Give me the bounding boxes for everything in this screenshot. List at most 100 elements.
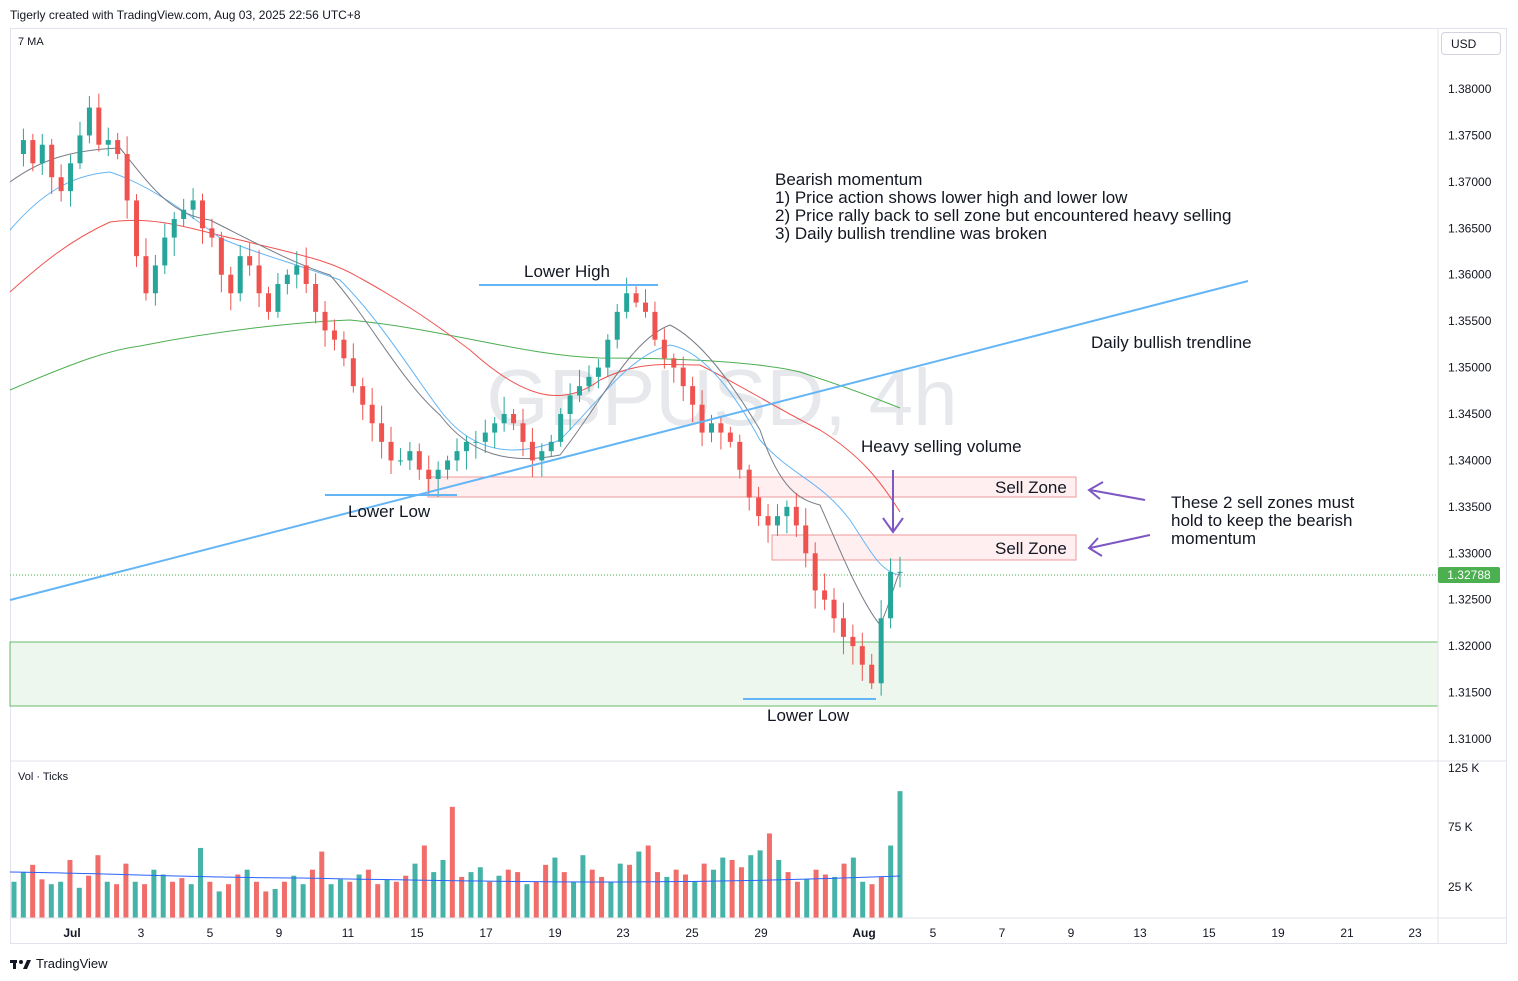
candle-body: [397, 460, 403, 462]
price-tick-label: 1.38000: [1448, 82, 1492, 96]
candle-body: [897, 571, 903, 573]
sell-zones-note-line-2: hold to keep the bearish: [1171, 511, 1353, 530]
sell-zone-label-1: Sell Zone: [995, 478, 1067, 497]
time-tick-label: 15: [410, 926, 424, 940]
candle-body: [426, 469, 432, 479]
lower-low-label-1: Lower Low: [348, 502, 431, 521]
volume-bar: [188, 884, 194, 918]
volume-bar: [776, 860, 782, 918]
volume-bar: [20, 872, 26, 918]
volume-bar: [253, 881, 259, 918]
volume-bar: [226, 884, 232, 918]
time-tick-label: 13: [1133, 926, 1147, 940]
volume-bar: [748, 855, 754, 918]
volume-bar: [682, 874, 688, 918]
candle-body: [331, 330, 337, 340]
candle-body: [803, 525, 809, 554]
candle-body: [680, 367, 686, 387]
candle-body: [379, 423, 385, 442]
time-tick-label: 29: [754, 926, 768, 940]
volume-bar: [11, 881, 17, 918]
volume-bar: [589, 869, 595, 918]
volume-bar: [701, 863, 707, 918]
candle-body: [322, 311, 328, 331]
volume-bar: [487, 881, 493, 918]
candle-body: [105, 140, 111, 145]
candle-body: [878, 618, 884, 684]
price-tick-label: 1.35000: [1448, 361, 1492, 375]
tradingview-footer[interactable]: TradingView: [10, 956, 108, 971]
volume-bar: [571, 881, 577, 918]
bearish-note-title: Bearish momentum: [775, 170, 923, 189]
volume-bar: [860, 881, 866, 918]
volume-bar: [235, 874, 241, 918]
price-tick-label: 1.36500: [1448, 221, 1492, 235]
bearish-momentum-note: Bearish momentum 1) Price action shows l…: [775, 171, 1231, 243]
volume-bar: [459, 876, 465, 918]
candle-body: [548, 441, 554, 452]
sell-zone-lower[interactable]: [771, 534, 1077, 561]
candle-body: [228, 274, 234, 294]
candle-body: [605, 339, 611, 368]
volume-bar: [356, 874, 362, 918]
price-tick-label: 1.34000: [1448, 453, 1492, 467]
price-tick-label: 1.31500: [1448, 686, 1492, 700]
support-zone: [9, 641, 1439, 707]
price-tick-label: 1.36000: [1448, 268, 1492, 282]
volume-bar: [580, 855, 586, 918]
candle-body: [624, 293, 630, 312]
volume-bar: [692, 881, 698, 918]
sell-zones-note-line-3: momentum: [1171, 529, 1257, 548]
candle-body: [124, 154, 130, 201]
volume-bar: [804, 879, 810, 918]
volume-bar: [617, 863, 623, 918]
candle-body: [237, 256, 243, 294]
price-axis[interactable]: 1.38000 1.37500 1.37000 1.36500 1.36000 1.355…: [1448, 82, 1492, 746]
volume-bar: [39, 879, 45, 918]
volume-bar: [123, 863, 129, 918]
candle-body: [784, 506, 790, 517]
sell-zones-note-line-1: These 2 sell zones must: [1171, 493, 1355, 512]
ma20-line: [9, 171, 901, 576]
candle-body: [812, 553, 818, 591]
volume-indicator-label[interactable]: Vol · Ticks: [18, 771, 69, 783]
candle-body: [831, 599, 837, 619]
volume-bar: [655, 872, 661, 918]
candle-body: [595, 367, 601, 377]
price-tick-label: 1.35500: [1448, 314, 1492, 328]
candle-body: [520, 423, 526, 442]
candle-body: [577, 386, 583, 396]
candle-body: [840, 618, 846, 637]
volume-bar: [76, 887, 82, 918]
volume-bar: [30, 864, 36, 918]
time-tick-label: 23: [1408, 926, 1422, 940]
candle-body: [143, 256, 149, 294]
candle-body: [181, 209, 187, 219]
candle-body: [171, 219, 177, 238]
moving-average-lines: [9, 147, 901, 626]
candle-body: [115, 140, 121, 154]
candle-body: [463, 441, 469, 452]
volume-bar: [627, 864, 633, 918]
sell-zone-upper[interactable]: [427, 476, 1077, 498]
candle-body: [708, 423, 714, 433]
volume-bar: [738, 867, 744, 918]
candle-body: [793, 506, 799, 526]
daily-bullish-trendline[interactable]: [9, 280, 1249, 601]
volume-bar: [170, 881, 176, 918]
heavy-volume-arrowhead: [882, 517, 904, 534]
currency-button[interactable]: USD: [1441, 32, 1501, 55]
volume-bar: [832, 876, 838, 918]
time-axis[interactable]: Jul 3 5 9 11 15 17 19 23 25 29 Aug 5 7 9 13 15 19 21 23: [63, 926, 1422, 940]
volume-bar: [608, 881, 614, 918]
volume-bar: [86, 875, 92, 918]
bearish-note-point-2: 2) Price rally back to sell zone but enc…: [775, 206, 1232, 225]
candle-body: [492, 423, 498, 433]
volume-bar: [673, 869, 679, 918]
volume-tick-label: 125 K: [1448, 761, 1479, 775]
time-tick-label: 9: [1068, 926, 1075, 940]
candle-body: [774, 516, 780, 526]
ma-indicator-label[interactable]: 7 MA: [18, 36, 44, 48]
volume-bar: [403, 875, 409, 918]
